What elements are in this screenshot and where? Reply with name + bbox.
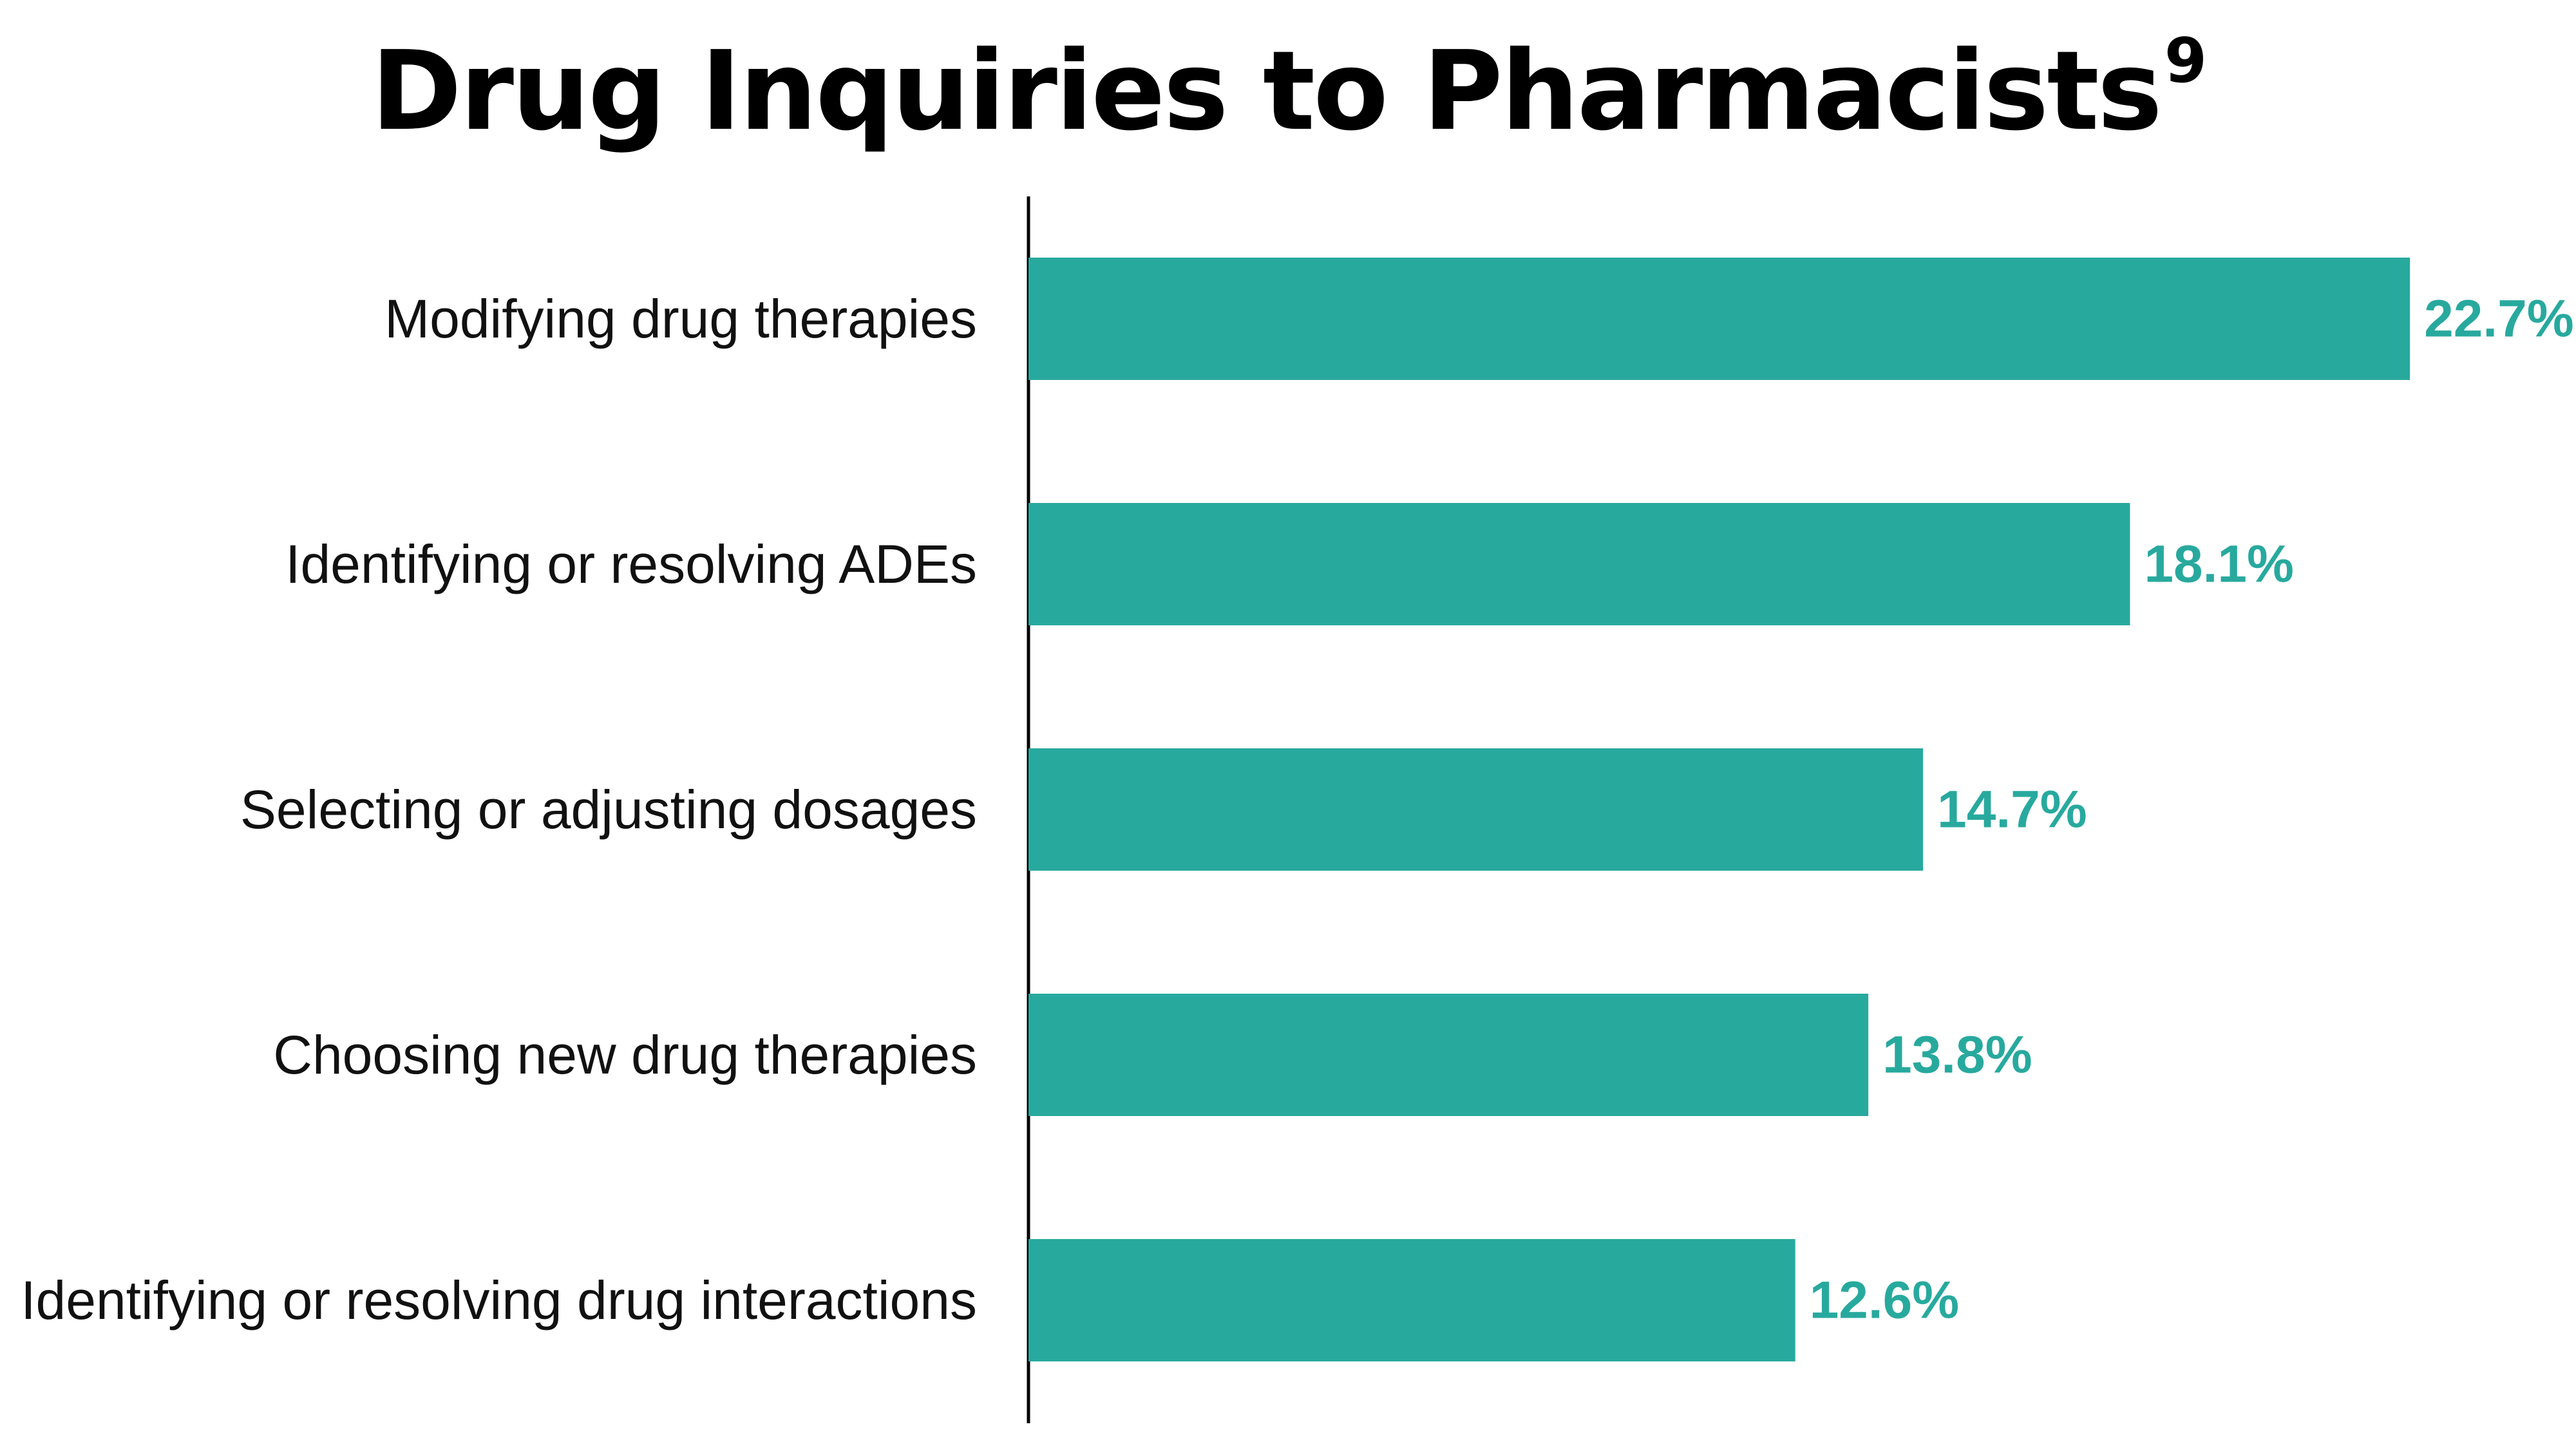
bar	[1028, 258, 2410, 380]
value-label: 18.1%	[2144, 535, 2294, 594]
bar	[1028, 503, 2130, 625]
value-label: 22.7%	[2424, 290, 2574, 348]
value-label: 14.7%	[1937, 781, 2087, 839]
bar	[1028, 994, 1869, 1116]
category-label: Modifying drug therapies	[384, 289, 977, 349]
category-label: Choosing new drug therapies	[273, 1025, 977, 1085]
category-label: Selecting or adjusting dosages	[240, 779, 977, 840]
chart-title-text: Drug Inquiries to Pharmacists	[371, 28, 2163, 155]
bar	[1028, 1239, 1795, 1361]
value-label: 12.6%	[1810, 1271, 1960, 1330]
bar	[1028, 748, 1924, 871]
category-label: Identifying or resolving drug interactio…	[21, 1270, 977, 1331]
chart-title: Drug Inquiries to Pharmacists9	[0, 26, 2576, 157]
category-label: Identifying or resolving ADEs	[285, 534, 977, 594]
chart-title-footnote: 9	[2164, 26, 2207, 97]
value-label: 13.8%	[1882, 1026, 2032, 1084]
